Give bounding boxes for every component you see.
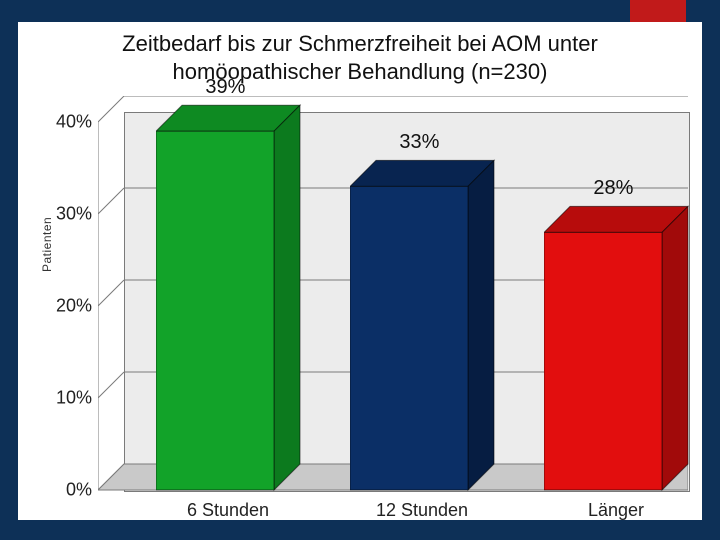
chart-title: Zeitbedarf bis zur Schmerzfreiheit bei A… <box>18 30 702 85</box>
bar-value-label: 39% <box>166 76 284 99</box>
y-tick-label: 20% <box>48 296 92 317</box>
y-axis-label: Patienten <box>40 217 54 272</box>
y-tick-label: 30% <box>48 204 92 225</box>
bar-value-label: 28% <box>554 177 672 200</box>
x-axis-label: 12 Stunden2. Mittel <box>342 500 502 520</box>
slide-background: Zeitbedarf bis zur Schmerzfreiheit bei A… <box>0 0 720 540</box>
plot-area: 0%10%20%30%40% 39%33%28% 6 Stunden1. Mit… <box>98 96 688 490</box>
y-tick-label: 40% <box>48 112 92 133</box>
chart-title-line1: Zeitbedarf bis zur Schmerzfreiheit bei A… <box>122 31 598 56</box>
y-tick-label: 10% <box>48 388 92 409</box>
x-axis-label: LängerAntibiotisum <box>536 500 696 520</box>
bar-value-label: 33% <box>360 131 478 154</box>
bar: 39% <box>156 96 274 490</box>
y-tick-label: 0% <box>48 480 92 501</box>
chart-card: Zeitbedarf bis zur Schmerzfreiheit bei A… <box>18 22 702 520</box>
x-axis-label: 6 Stunden1. Mittel <box>148 500 308 520</box>
bar: 28% <box>544 96 662 490</box>
bar: 33% <box>350 96 468 490</box>
